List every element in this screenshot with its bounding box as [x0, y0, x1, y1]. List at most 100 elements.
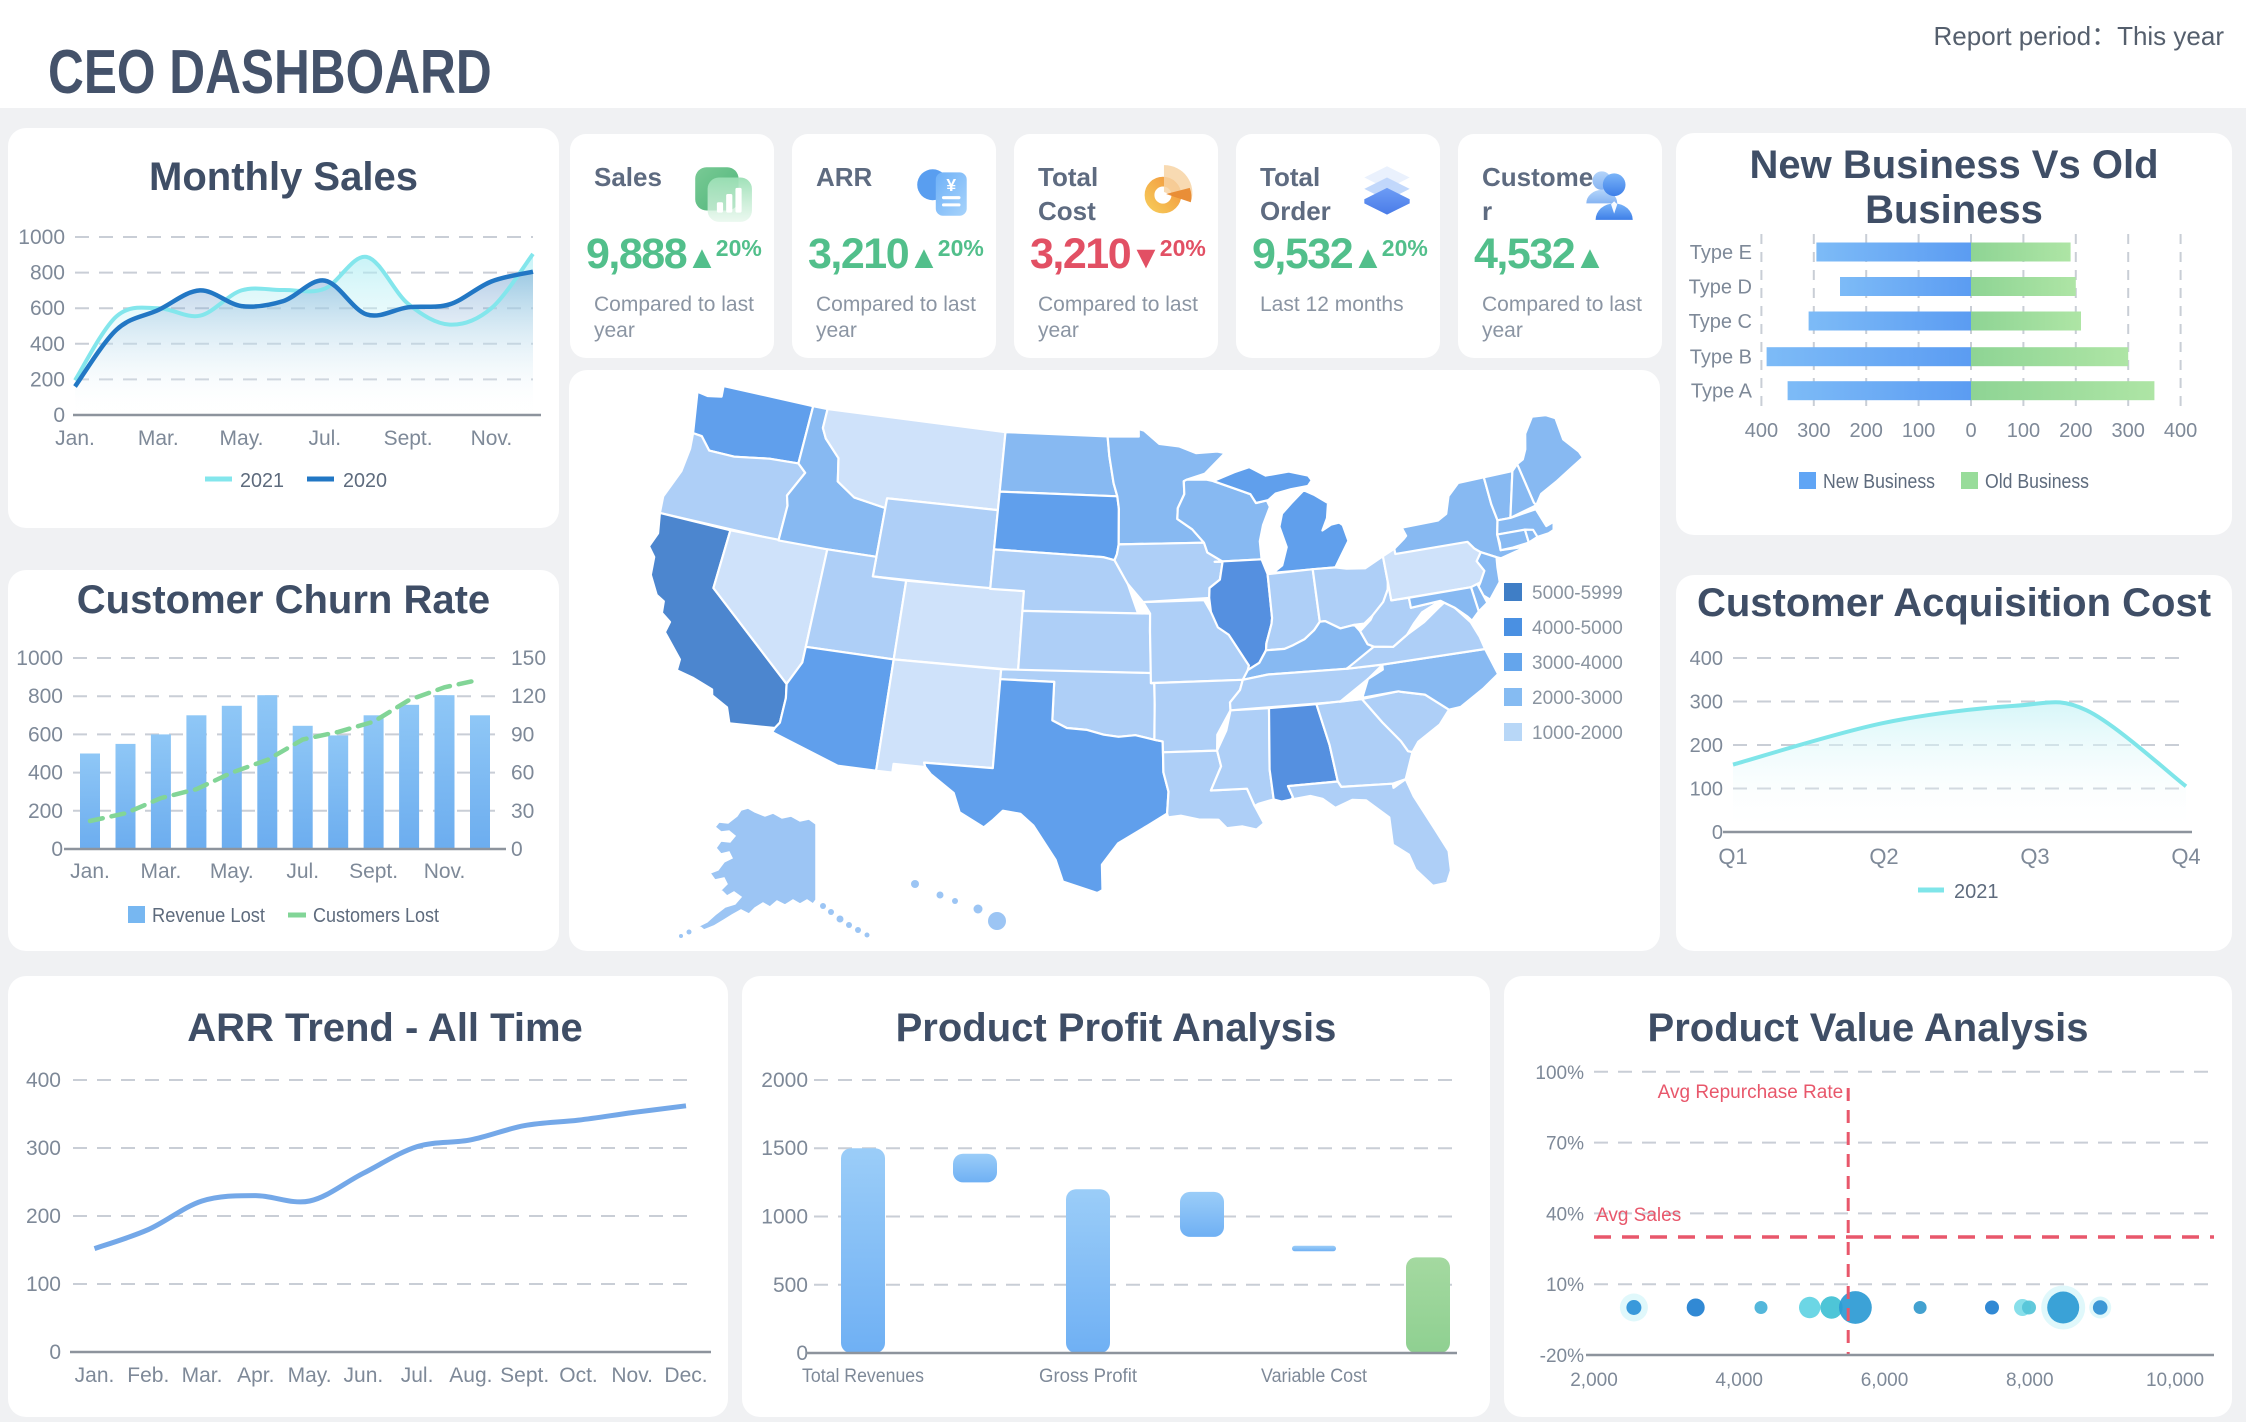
svg-text:30: 30 [511, 800, 534, 823]
svg-text:Jul.: Jul. [308, 427, 341, 450]
svg-text:Jan.: Jan. [75, 1364, 115, 1387]
svg-text:200: 200 [2059, 420, 2092, 442]
svg-text:200: 200 [1850, 420, 1883, 442]
svg-text:Customer Churn Rate: Customer Churn Rate [77, 578, 490, 622]
svg-text:Business: Business [1865, 188, 2043, 232]
svg-text:70%: 70% [1546, 1134, 1584, 1155]
svg-text:Avg Sales: Avg Sales [1596, 1205, 1681, 1226]
svg-text:¥: ¥ [946, 175, 956, 195]
svg-text:Monthly Sales: Monthly Sales [149, 155, 418, 199]
svg-text:0: 0 [1712, 822, 1723, 844]
svg-text:Mar.: Mar. [182, 1364, 223, 1387]
svg-text:1000: 1000 [761, 1206, 808, 1229]
svg-text:400: 400 [26, 1069, 61, 1092]
svg-text:Variable Cost: Variable Cost [1261, 1366, 1368, 1387]
svg-text:0: 0 [1965, 420, 1976, 442]
svg-text:300: 300 [1797, 420, 1830, 442]
svg-text:400: 400 [30, 333, 65, 356]
svg-text:Aug.: Aug. [449, 1364, 492, 1387]
svg-text:Gross Profit: Gross Profit [1039, 1366, 1138, 1387]
svg-text:Revenue Lost: Revenue Lost [152, 905, 265, 927]
svg-text:Q4: Q4 [2171, 844, 2200, 869]
svg-text:Customers Lost: Customers Lost [313, 905, 439, 927]
svg-text:Dec.: Dec. [664, 1364, 707, 1387]
svg-text:Total Revenues: Total Revenues [802, 1366, 924, 1387]
svg-text:400: 400 [1745, 420, 1778, 442]
svg-text:Jul.: Jul. [401, 1364, 434, 1387]
svg-text:0: 0 [796, 1342, 808, 1365]
svg-text:Type B: Type B [1690, 347, 1752, 369]
svg-text:-20%: -20% [1540, 1346, 1584, 1367]
svg-text:600: 600 [30, 297, 65, 320]
svg-text:Product Value Analysis: Product Value Analysis [1648, 1006, 2089, 1050]
svg-text:Jan.: Jan. [70, 860, 110, 883]
svg-text:May.: May. [210, 860, 254, 883]
svg-text:800: 800 [28, 685, 63, 708]
svg-text:Q2: Q2 [1869, 844, 1898, 869]
svg-text:2020: 2020 [343, 470, 387, 492]
svg-text:300: 300 [2112, 420, 2145, 442]
svg-text:8,000: 8,000 [2006, 1370, 2054, 1391]
svg-text:New Business: New Business [1823, 471, 1935, 493]
svg-text:Q3: Q3 [2020, 844, 2049, 869]
svg-text:Apr.: Apr. [237, 1364, 274, 1387]
svg-text:200: 200 [30, 368, 65, 391]
svg-text:ARR Trend - All Time: ARR Trend - All Time [187, 1006, 583, 1050]
svg-text:200: 200 [1690, 735, 1723, 757]
svg-text:Nov.: Nov. [471, 427, 513, 450]
svg-text:2000-3000: 2000-3000 [1532, 688, 1623, 709]
svg-text:10,000: 10,000 [2146, 1370, 2204, 1391]
svg-text:Mar.: Mar. [140, 860, 181, 883]
svg-text:May.: May. [288, 1364, 332, 1387]
svg-text:5000-5999: 5000-5999 [1532, 583, 1623, 604]
svg-text:400: 400 [28, 762, 63, 785]
svg-text:Old Business: Old Business [1985, 471, 2089, 493]
svg-text:300: 300 [26, 1137, 61, 1160]
svg-text:120: 120 [511, 685, 546, 708]
svg-text:1500: 1500 [761, 1137, 808, 1160]
svg-text:New Business Vs Old: New Business Vs Old [1749, 143, 2158, 187]
svg-text:500: 500 [773, 1274, 808, 1297]
svg-text:Jul.: Jul. [286, 860, 319, 883]
svg-text:0: 0 [53, 404, 65, 427]
svg-text:300: 300 [1690, 692, 1723, 714]
svg-text:Jun.: Jun. [344, 1364, 384, 1387]
svg-text:Nov.: Nov. [611, 1364, 653, 1387]
svg-text:200: 200 [28, 800, 63, 823]
svg-text:100: 100 [1690, 779, 1723, 801]
svg-text:Customer Acquisition Cost: Customer Acquisition Cost [1697, 581, 2211, 625]
svg-text:400: 400 [2164, 420, 2197, 442]
svg-text:Type E: Type E [1690, 242, 1752, 264]
svg-text:2000: 2000 [761, 1069, 808, 1092]
svg-text:Avg Repurchase Rate: Avg Repurchase Rate [1658, 1082, 1844, 1103]
svg-text:100%: 100% [1535, 1063, 1584, 1084]
svg-text:Product Profit Analysis: Product Profit Analysis [896, 1006, 1337, 1050]
svg-text:2,000: 2,000 [1570, 1370, 1618, 1391]
svg-text:1000: 1000 [18, 226, 65, 249]
svg-text:1000-2000: 1000-2000 [1532, 723, 1623, 744]
svg-text:Type D: Type D [1689, 277, 1752, 299]
svg-text:Type A: Type A [1691, 381, 1753, 403]
svg-text:1000: 1000 [16, 647, 63, 670]
svg-text:Nov.: Nov. [424, 860, 466, 883]
svg-text:0: 0 [511, 838, 523, 861]
svg-text:100: 100 [2007, 420, 2040, 442]
svg-text:0: 0 [51, 838, 63, 861]
svg-text:Sept.: Sept. [349, 860, 398, 883]
svg-text:60: 60 [511, 762, 534, 785]
svg-text:40%: 40% [1546, 1204, 1584, 1225]
svg-text:Jan.: Jan. [55, 427, 95, 450]
svg-text:Feb.: Feb. [127, 1364, 169, 1387]
svg-text:6,000: 6,000 [1861, 1370, 1909, 1391]
svg-text:Sept.: Sept. [384, 427, 433, 450]
svg-text:Oct.: Oct. [559, 1364, 598, 1387]
svg-text:4,000: 4,000 [1715, 1370, 1763, 1391]
svg-text:2021: 2021 [1954, 881, 1999, 903]
svg-text:600: 600 [28, 723, 63, 746]
svg-text:150: 150 [511, 647, 546, 670]
svg-text:Q1: Q1 [1718, 844, 1747, 869]
svg-text:Type C: Type C [1689, 311, 1752, 333]
svg-text:Sept.: Sept. [500, 1364, 549, 1387]
svg-text:4000-5000: 4000-5000 [1532, 618, 1623, 639]
svg-text:400: 400 [1690, 648, 1723, 670]
